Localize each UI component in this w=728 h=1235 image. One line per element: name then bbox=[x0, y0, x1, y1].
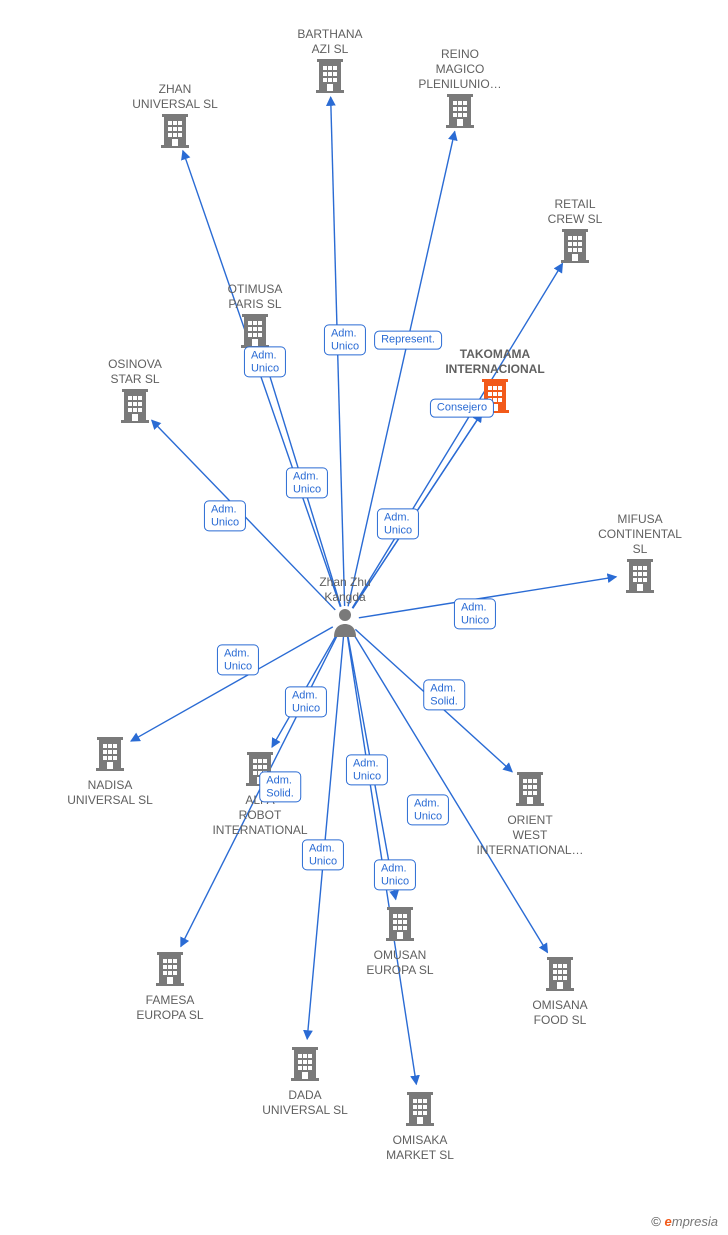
node-label: ZHAN UNIVERSAL SL bbox=[115, 82, 235, 112]
company-node[interactable]: ZHAN UNIVERSAL SL bbox=[115, 80, 235, 153]
node-label: OMISANA FOOD SL bbox=[500, 998, 620, 1028]
company-node[interactable]: RETAIL CREW SL bbox=[515, 195, 635, 268]
company-node[interactable]: OTIMUSA PARIS SL bbox=[195, 280, 315, 353]
center-node[interactable]: Zhan Zhu Kangda bbox=[285, 575, 405, 642]
edge-label: Adm. Unico bbox=[244, 346, 286, 377]
node-label: NADISA UNIVERSAL SL bbox=[50, 778, 170, 808]
edge-label: Represent. bbox=[374, 331, 442, 350]
edge-label: Adm. Unico bbox=[217, 644, 259, 675]
edge-label: Adm. Solid. bbox=[423, 679, 465, 710]
company-node[interactable]: NADISA UNIVERSAL SL bbox=[50, 735, 170, 808]
copyright-symbol: © bbox=[651, 1214, 661, 1229]
node-label: RETAIL CREW SL bbox=[515, 197, 635, 227]
node-label: Zhan Zhu Kangda bbox=[285, 575, 405, 605]
edge-label: Adm. Unico bbox=[324, 324, 366, 355]
edge-label: Adm. Unico bbox=[286, 467, 328, 498]
node-label: BARTHANA AZI SL bbox=[270, 27, 390, 57]
node-label: OSINOVA STAR SL bbox=[75, 357, 195, 387]
edge-label: Adm. Unico bbox=[377, 508, 419, 539]
company-node[interactable]: BARTHANA AZI SL bbox=[270, 25, 390, 98]
node-label: OMUSAN EUROPA SL bbox=[340, 948, 460, 978]
brand-rest: mpresia bbox=[672, 1214, 718, 1229]
node-label: MIFUSA CONTINENTAL SL bbox=[580, 512, 700, 557]
edge-label: Adm. Unico bbox=[302, 839, 344, 870]
edge-label: Consejero bbox=[430, 399, 494, 418]
node-label: OTIMUSA PARIS SL bbox=[195, 282, 315, 312]
node-label: DADA UNIVERSAL SL bbox=[245, 1088, 365, 1118]
brand-e: e bbox=[665, 1214, 672, 1229]
edge-label: Adm. Unico bbox=[374, 859, 416, 890]
edge-label: Adm. Unico bbox=[204, 500, 246, 531]
company-node[interactable]: OMUSAN EUROPA SL bbox=[340, 905, 460, 978]
node-label: ORIENT WEST INTERNATIONAL… bbox=[470, 813, 590, 858]
node-label: TAKOMAMA INTERNACIONAL bbox=[435, 347, 555, 377]
company-node[interactable]: OSINOVA STAR SL bbox=[75, 355, 195, 428]
node-label: FAMESA EUROPA SL bbox=[110, 993, 230, 1023]
edge bbox=[352, 263, 562, 608]
edge-label: Adm. Unico bbox=[454, 598, 496, 629]
company-node[interactable]: REINO MAGICO PLENILUNIO… bbox=[400, 45, 520, 133]
edge-label: Adm. Unico bbox=[346, 754, 388, 785]
company-node[interactable]: FAMESA EUROPA SL bbox=[110, 950, 230, 1023]
node-label: OMISAKA MARKET SL bbox=[360, 1133, 480, 1163]
edge bbox=[183, 151, 341, 607]
edge-label: Adm. Unico bbox=[285, 686, 327, 717]
network-diagram: Zhan Zhu Kangda ZHAN UNIVERSAL SL BARTHA… bbox=[0, 0, 728, 1235]
edge-label: Adm. Solid. bbox=[259, 771, 301, 802]
company-node[interactable]: DADA UNIVERSAL SL bbox=[245, 1045, 365, 1118]
company-node[interactable]: MIFUSA CONTINENTAL SL bbox=[580, 510, 700, 598]
node-label: REINO MAGICO PLENILUNIO… bbox=[400, 47, 520, 92]
company-node[interactable]: ORIENT WEST INTERNATIONAL… bbox=[470, 770, 590, 858]
credit: © empresia bbox=[651, 1214, 718, 1229]
company-node[interactable]: OMISANA FOOD SL bbox=[500, 955, 620, 1028]
edge-label: Adm. Unico bbox=[407, 794, 449, 825]
company-node[interactable]: OMISAKA MARKET SL bbox=[360, 1090, 480, 1163]
